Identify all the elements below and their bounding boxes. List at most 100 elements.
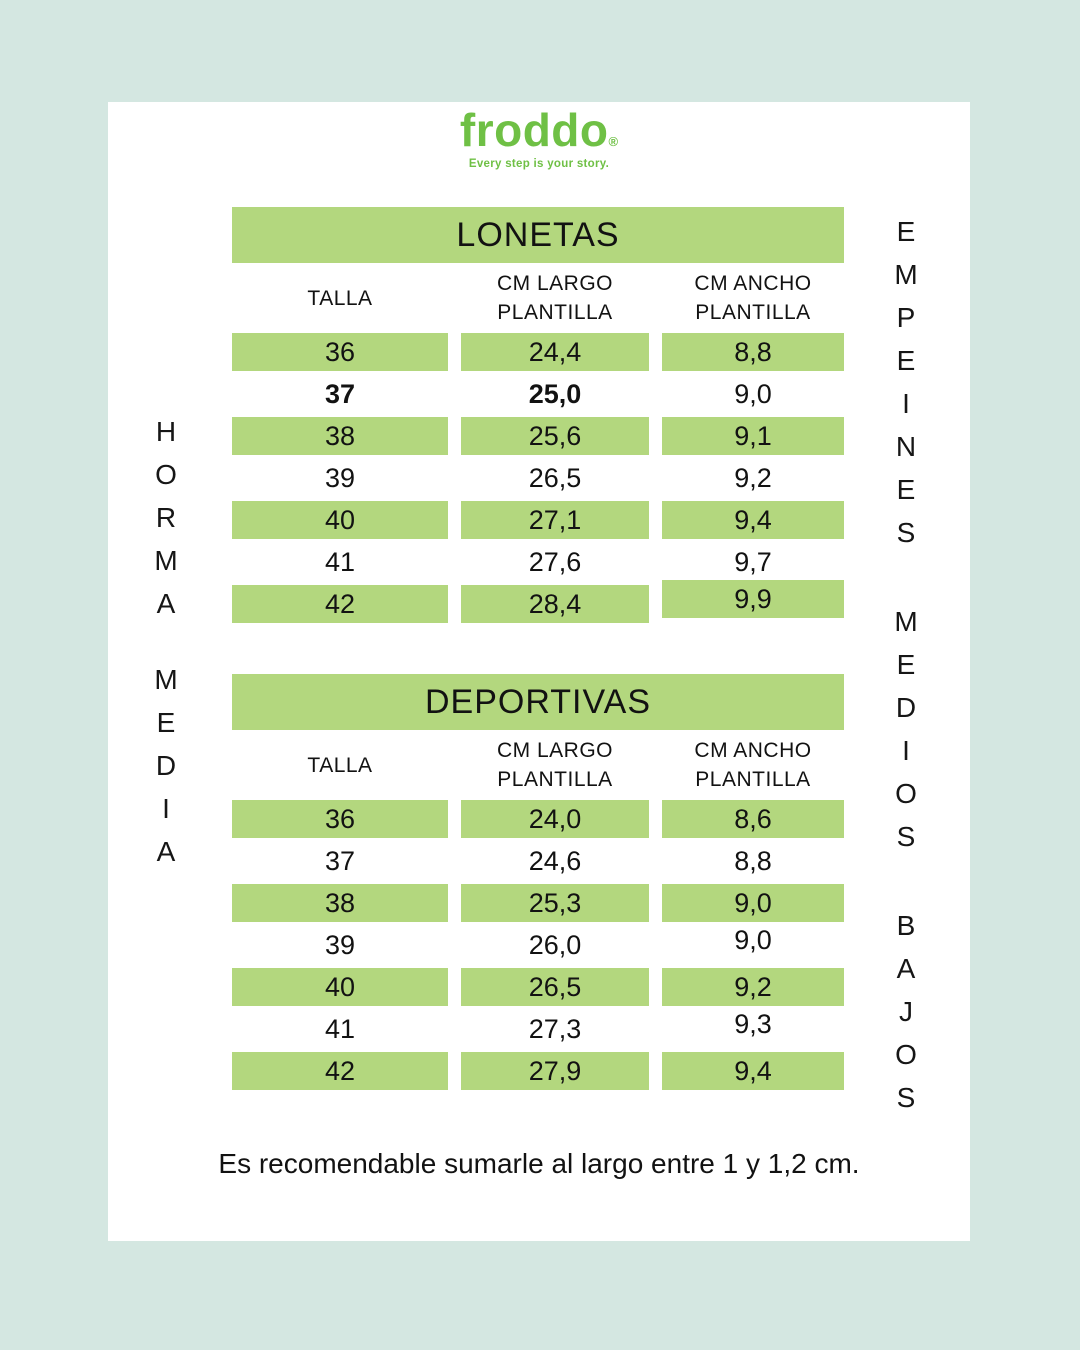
table-row: 37 24,6 8,8 bbox=[232, 842, 844, 880]
lonetas-table: LONETAS TALLA CM LARGO PLANTILLA CM ANCH… bbox=[232, 207, 844, 627]
recommendation-note: Es recomendable sumarle al largo entre 1… bbox=[218, 1148, 860, 1179]
brand-wordmark: froddo® bbox=[108, 106, 970, 154]
vertical-letter: P bbox=[896, 302, 916, 333]
brand-tagline: Every step is your story. bbox=[468, 158, 610, 170]
cell-largo: 27,9 bbox=[461, 1052, 649, 1090]
cell-largo: 27,6 bbox=[528, 546, 582, 577]
cell-largo: 24,0 bbox=[461, 800, 649, 838]
cell-largo: 25,3 bbox=[461, 884, 649, 922]
vertical-letter: M bbox=[894, 259, 918, 290]
table-row: 36 24,0 8,6 bbox=[232, 800, 844, 838]
table-row: 36 24,4 8,8 bbox=[232, 333, 844, 371]
deportivas-title-bar: DEPORTIVAS bbox=[232, 674, 844, 730]
vertical-letter: O bbox=[895, 1039, 917, 1070]
cell-ancho: 8,8 bbox=[734, 845, 772, 876]
table-row: 39 26,0 9,0 bbox=[232, 925, 844, 964]
table-row: 38 25,3 9,0 bbox=[232, 884, 844, 922]
vertical-letter: M bbox=[154, 545, 178, 576]
cell-ancho: 9,0 bbox=[662, 884, 844, 922]
table-row: 39 26,5 9,2 bbox=[232, 459, 844, 497]
vertical-letter: H bbox=[155, 416, 177, 447]
registered-trademark-icon: ® bbox=[608, 134, 619, 149]
table-title: LONETAS bbox=[456, 215, 620, 254]
cell-talla: 42 bbox=[232, 1052, 448, 1090]
cell-talla: 39 bbox=[324, 929, 356, 960]
content-card: froddo® Every step is your story. LONETA… bbox=[108, 102, 970, 1241]
cell-ancho: 9,2 bbox=[734, 462, 772, 493]
table-row: 41 27,3 9,3 bbox=[232, 1009, 844, 1048]
vertical-letter: O bbox=[895, 778, 917, 809]
table-row: 40 26,5 9,2 bbox=[232, 968, 844, 1006]
column-header-talla: TALLA bbox=[307, 286, 373, 310]
cell-talla: 37 bbox=[324, 845, 356, 876]
lonetas-title-bar: LONETAS bbox=[232, 207, 844, 263]
vertical-letter: S bbox=[896, 1082, 916, 1113]
cell-ancho: 9,9 bbox=[662, 580, 844, 618]
cell-largo: 27,3 bbox=[528, 1013, 582, 1044]
brand-logo: froddo® Every step is your story. bbox=[108, 106, 970, 170]
cell-ancho: 9,7 bbox=[734, 546, 772, 577]
cell-ancho: 9,1 bbox=[662, 417, 844, 455]
vertical-letter: I bbox=[162, 793, 170, 824]
table-row: 40 27,1 9,4 bbox=[232, 501, 844, 539]
cell-largo: 28,4 bbox=[461, 585, 649, 623]
cell-talla: 40 bbox=[232, 501, 448, 539]
vertical-letter: R bbox=[155, 502, 177, 533]
cell-ancho: 9,2 bbox=[662, 968, 844, 1006]
cell-talla: 42 bbox=[232, 585, 448, 623]
cell-talla: 38 bbox=[232, 417, 448, 455]
vertical-letter: E bbox=[896, 649, 916, 680]
cell-largo: 25,0 bbox=[528, 378, 582, 409]
cell-largo: 27,1 bbox=[461, 501, 649, 539]
vertical-letter: J bbox=[899, 996, 913, 1027]
vertical-letter: D bbox=[155, 750, 177, 781]
column-header-talla: TALLA bbox=[307, 753, 373, 777]
cell-talla: 37 bbox=[324, 378, 356, 409]
cell-largo: 26,0 bbox=[528, 929, 582, 960]
vertical-letter: D bbox=[895, 692, 917, 723]
cell-largo: 25,6 bbox=[461, 417, 649, 455]
cell-talla: 39 bbox=[324, 462, 356, 493]
cell-ancho: 9,0 bbox=[734, 378, 772, 409]
cell-ancho: 8,6 bbox=[662, 800, 844, 838]
vertical-letter: I bbox=[902, 388, 910, 419]
vertical-letter: E bbox=[896, 474, 916, 505]
table-title: DEPORTIVAS bbox=[424, 682, 652, 721]
cell-talla: 36 bbox=[232, 333, 448, 371]
vertical-letter: A bbox=[156, 836, 176, 867]
lonetas-rows: 36 24,4 8,8 37 25,0 9,0 38 25,6 9,1 39 26,5 9,2 40 27… bbox=[232, 333, 844, 623]
cell-largo: 24,4 bbox=[461, 333, 649, 371]
cell-talla: 36 bbox=[232, 800, 448, 838]
vertical-letter: A bbox=[896, 953, 916, 984]
table-row: 42 28,4 9,9 bbox=[232, 580, 844, 623]
cell-ancho: 8,8 bbox=[662, 333, 844, 371]
vertical-letter: E bbox=[156, 707, 176, 738]
column-header-ancho: CM ANCHO PLANTILLA bbox=[694, 272, 812, 324]
vertical-letter: N bbox=[895, 431, 917, 462]
deportivas-table: DEPORTIVAS TALLA CM LARGO PLANTILLA CM A… bbox=[232, 674, 844, 1094]
deportivas-rows: 36 24,0 8,6 37 24,6 8,8 38 25,3 9,0 39 26,0 9,0 40 26… bbox=[232, 800, 844, 1090]
cell-ancho: 9,4 bbox=[662, 501, 844, 539]
vertical-letter: A bbox=[156, 588, 176, 619]
vertical-letter: S bbox=[896, 821, 916, 852]
vertical-letter: E bbox=[896, 345, 916, 376]
cell-ancho: 9,0 bbox=[734, 924, 772, 955]
vertical-letter: E bbox=[896, 216, 916, 247]
table-row: 38 25,6 9,1 bbox=[232, 417, 844, 455]
vertical-letter: I bbox=[902, 735, 910, 766]
table-row: 37 25,0 9,0 bbox=[232, 375, 844, 413]
cell-largo: 24,6 bbox=[528, 845, 582, 876]
cell-largo: 26,5 bbox=[528, 462, 582, 493]
deportivas-column-headers: TALLA CM LARGO PLANTILLA CM ANCHO PLANTI… bbox=[232, 730, 844, 800]
vertical-letter: B bbox=[896, 910, 916, 941]
vertical-letter: M bbox=[154, 664, 178, 695]
vertical-letter: M bbox=[894, 606, 918, 637]
cell-talla: 41 bbox=[324, 546, 356, 577]
